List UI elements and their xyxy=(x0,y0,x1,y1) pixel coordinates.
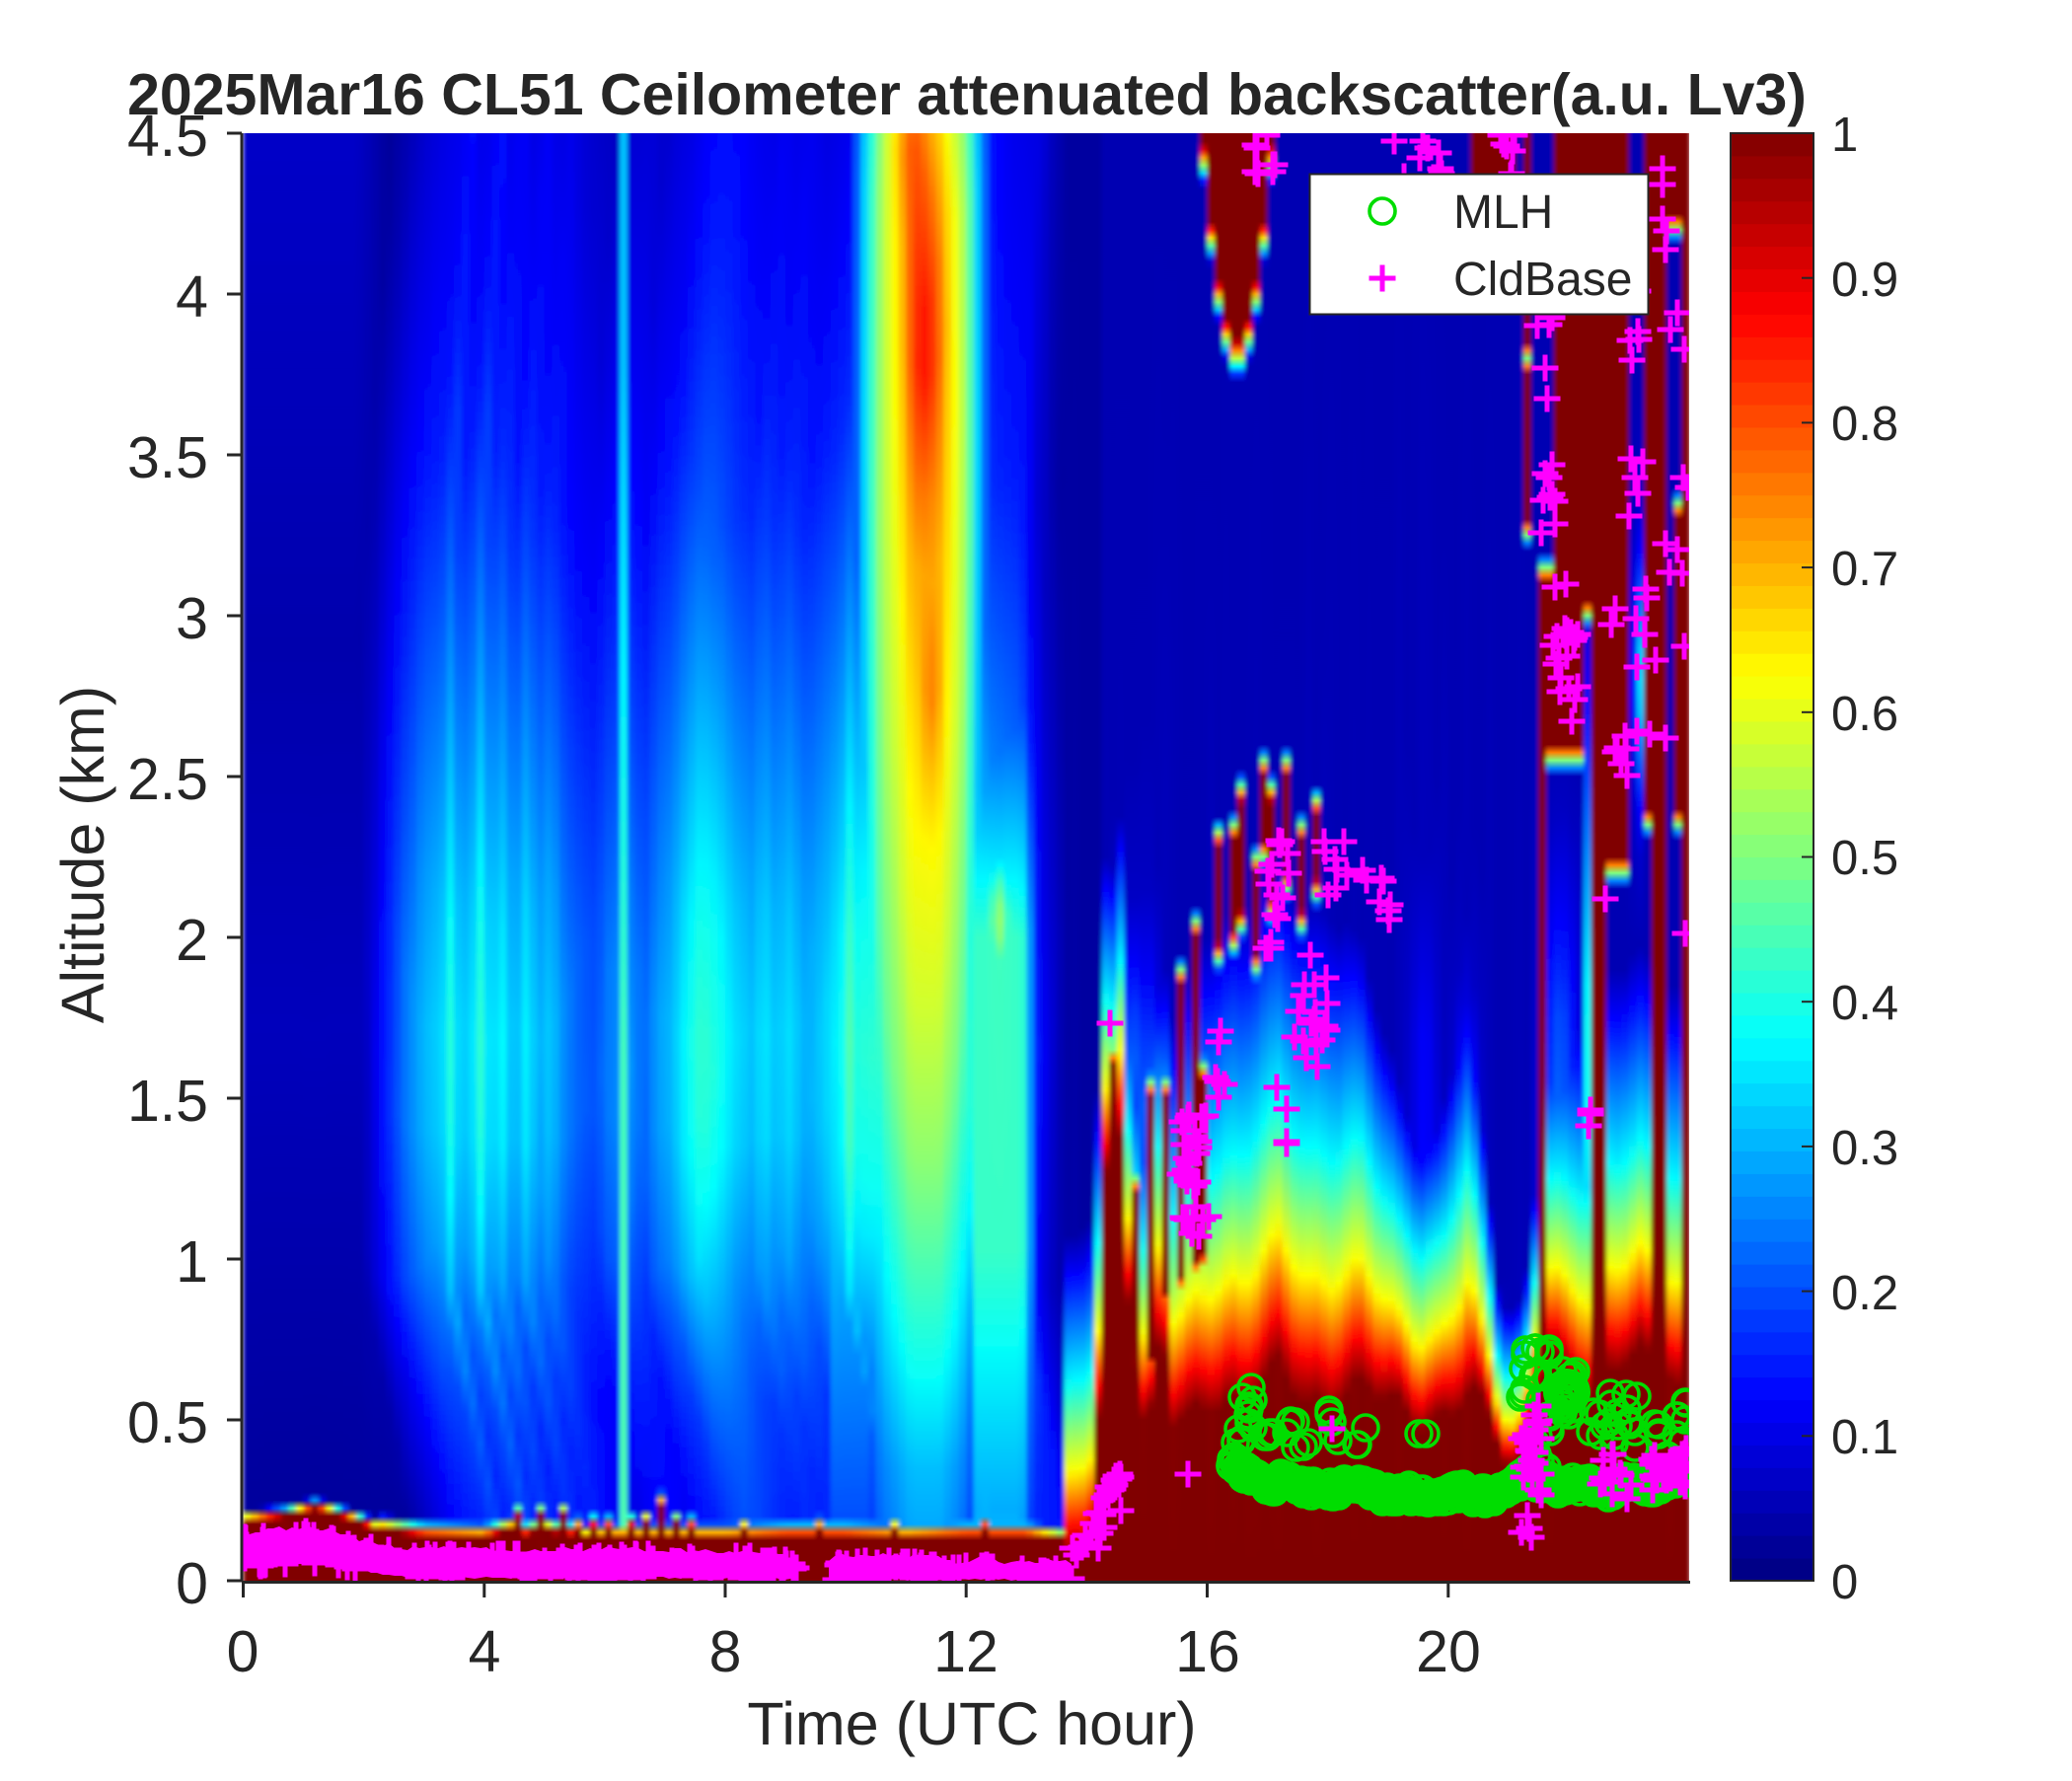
svg-text:Altitude (km): Altitude (km) xyxy=(49,686,116,1023)
svg-text:MLH: MLH xyxy=(1453,186,1553,239)
svg-text:0.2: 0.2 xyxy=(1831,1267,1898,1320)
svg-text:4.5: 4.5 xyxy=(127,104,208,169)
svg-text:4: 4 xyxy=(176,264,208,330)
svg-text:3: 3 xyxy=(176,586,208,651)
svg-text:0.1: 0.1 xyxy=(1831,1411,1898,1464)
svg-text:2.5: 2.5 xyxy=(127,747,208,812)
svg-text:3.5: 3.5 xyxy=(127,425,208,490)
svg-text:8: 8 xyxy=(709,1619,742,1684)
svg-text:CldBase: CldBase xyxy=(1453,254,1632,306)
svg-text:0.9: 0.9 xyxy=(1831,254,1898,307)
svg-text:0.5: 0.5 xyxy=(1831,832,1898,885)
svg-text:0.3: 0.3 xyxy=(1831,1122,1898,1175)
svg-text:1: 1 xyxy=(176,1229,208,1295)
svg-text:0.5: 0.5 xyxy=(127,1390,208,1455)
svg-text:0: 0 xyxy=(176,1551,208,1616)
svg-text:16: 16 xyxy=(1175,1619,1240,1684)
svg-text:12: 12 xyxy=(933,1619,999,1684)
svg-text:0.8: 0.8 xyxy=(1831,398,1898,451)
svg-text:20: 20 xyxy=(1416,1619,1481,1684)
svg-text:1.5: 1.5 xyxy=(127,1069,208,1134)
svg-text:0.6: 0.6 xyxy=(1831,688,1898,741)
svg-text:2: 2 xyxy=(176,908,208,973)
svg-text:1: 1 xyxy=(1831,109,1858,162)
svg-text:0.4: 0.4 xyxy=(1831,977,1898,1030)
svg-text:2025Mar16 CL51 Ceilometer atte: 2025Mar16 CL51 Ceilometer attenuated bac… xyxy=(127,62,1807,127)
svg-text:4: 4 xyxy=(469,1619,501,1684)
svg-text:0: 0 xyxy=(227,1619,259,1684)
svg-text:0.7: 0.7 xyxy=(1831,543,1898,596)
svg-text:0: 0 xyxy=(1831,1556,1858,1609)
svg-text:Time (UTC hour): Time (UTC hour) xyxy=(747,1690,1196,1757)
